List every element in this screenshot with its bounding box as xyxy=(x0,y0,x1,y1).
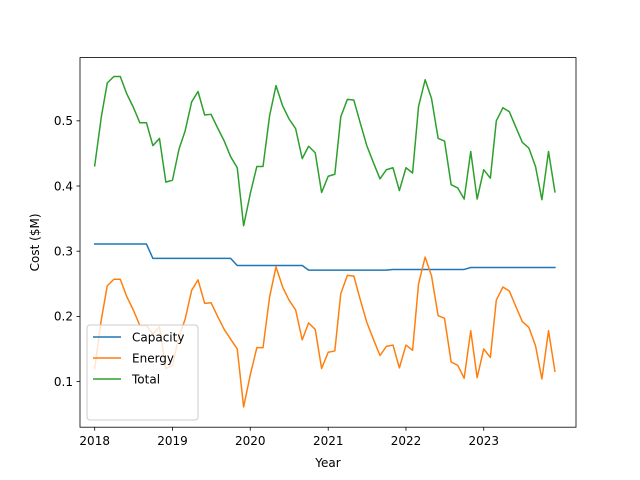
x-tick-label: 2020 xyxy=(235,434,266,448)
y-tick-label: 0.5 xyxy=(54,114,73,128)
x-tick-label: 2023 xyxy=(468,434,499,448)
legend-label-total: Total xyxy=(131,373,160,387)
y-axis-label: Cost ($M) xyxy=(28,213,42,271)
y-tick-label: 0.1 xyxy=(54,375,73,389)
y-tick-label: 0.2 xyxy=(54,310,73,324)
x-tick-label: 2022 xyxy=(391,434,422,448)
y-tick-label: 0.3 xyxy=(54,245,73,259)
legend: Capacity Energy Total xyxy=(86,324,199,421)
series-line-capacity xyxy=(93,243,556,271)
x-axis: 2018 2019 2020 2021 2022 2023 xyxy=(79,427,499,448)
legend-box xyxy=(86,324,199,421)
x-tick-label: 2021 xyxy=(313,434,344,448)
y-axis: 0.1 0.2 0.3 0.4 0.5 xyxy=(54,114,80,389)
x-axis-label: Year xyxy=(314,456,340,470)
x-tick-label: 2018 xyxy=(79,434,110,448)
legend-label-energy: Energy xyxy=(132,352,174,366)
legend-label-capacity: Capacity xyxy=(132,331,184,345)
series-line-total xyxy=(93,75,556,227)
x-tick-label: 2019 xyxy=(157,434,188,448)
y-tick-label: 0.4 xyxy=(54,179,73,193)
